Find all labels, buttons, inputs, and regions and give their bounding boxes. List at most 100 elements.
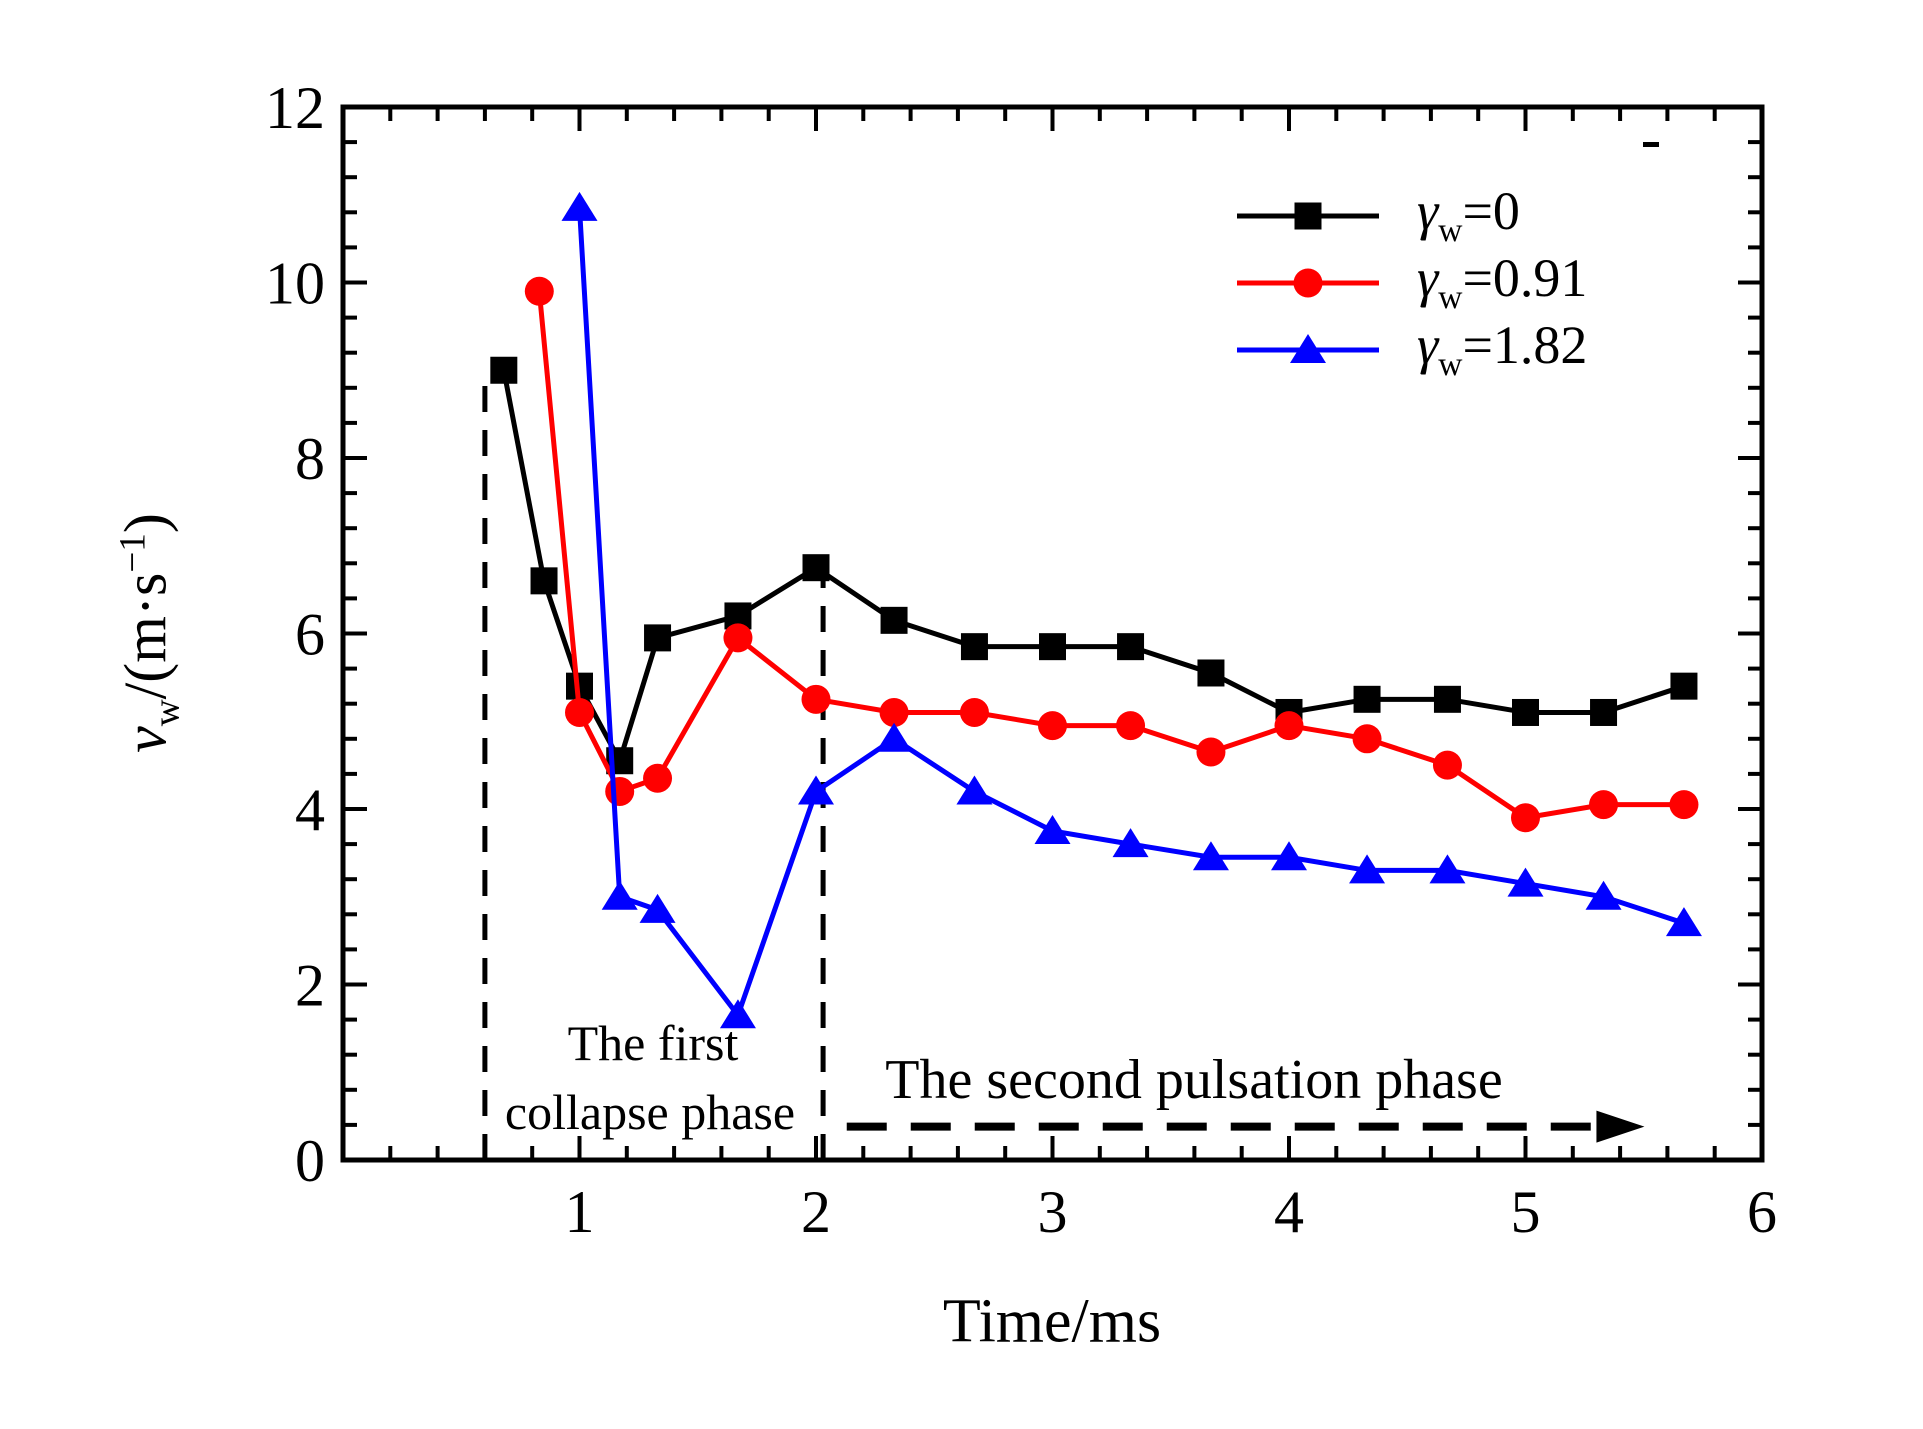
x-axis-title: Time/ms: [942, 1287, 1162, 1356]
circle-marker: [643, 763, 673, 793]
square-marker: [530, 567, 558, 595]
gamma-subscript: w: [1438, 345, 1463, 383]
triangle-marker: [1665, 907, 1702, 937]
annotation-first-collapse-line1: The first: [567, 1015, 739, 1071]
square-marker: [1512, 698, 1539, 726]
square-marker: [1590, 698, 1618, 726]
square-marker: [880, 606, 908, 634]
y-tick-label: 8: [295, 426, 325, 492]
legend-label-gw182: γw=1.82: [1417, 318, 1587, 381]
circle-marker: [1038, 711, 1067, 741]
square-marker: [1117, 633, 1145, 661]
circle-marker: [565, 697, 594, 727]
guides-layer: [482, 374, 1645, 1160]
y-tick-label: 0: [295, 1128, 325, 1194]
triangle-marker: [719, 999, 756, 1029]
gamma-symbol: γ: [1417, 314, 1439, 375]
circle-marker: [1432, 750, 1462, 780]
circle-marker: [801, 684, 831, 714]
legend-label-gw091: γw=0.91: [1417, 251, 1587, 314]
triangle-marker: [1034, 814, 1071, 844]
series-gw182: [561, 191, 1702, 1029]
gamma-symbol: γ: [1417, 180, 1439, 241]
y-axis-title: vw/(m·s−1): [112, 513, 189, 753]
triangle-marker: [639, 893, 676, 923]
series-gw0: [490, 356, 1698, 775]
y-tick-label: 10: [265, 251, 325, 317]
x-tick-label: 4: [1274, 1179, 1304, 1245]
square-marker: [1039, 633, 1066, 661]
y-axis-unit-open: /(m·s: [112, 572, 179, 700]
triangle-marker: [1429, 854, 1466, 884]
y-tick-label: 12: [265, 75, 325, 141]
circle-marker: [1274, 711, 1304, 741]
legend-value: =0: [1462, 180, 1520, 241]
triangle-marker: [601, 880, 638, 910]
triangle-marker: [876, 722, 913, 752]
circle-marker: [1352, 724, 1382, 754]
circle-marker: [723, 623, 753, 653]
square-marker: [960, 633, 988, 661]
legend-sample-gw0: [1237, 202, 1379, 229]
series-gw091: [524, 276, 1699, 833]
stray-mark: [1643, 142, 1659, 147]
series-layer: [490, 191, 1702, 1029]
triangle-marker: [1192, 841, 1229, 871]
gamma-subscript: w: [1438, 278, 1463, 316]
triangle-marker: [1271, 841, 1307, 871]
legend-sample-gw091: [1237, 268, 1379, 297]
legend-item-gw091: γw=0.91: [1235, 249, 1587, 316]
circle-marker: [1116, 711, 1146, 741]
annotation-second-pulsation: The second pulsation phase: [885, 1049, 1503, 1111]
triangle-marker: [1112, 828, 1149, 858]
circle-marker: [1293, 268, 1323, 297]
x-tick-label: 6: [1747, 1179, 1777, 1245]
legend-value: =1.82: [1462, 314, 1588, 375]
triangle-marker: [1585, 880, 1622, 910]
triangle-marker: [956, 775, 993, 805]
circle-marker: [1669, 790, 1699, 820]
triangle-marker: [1290, 333, 1326, 363]
square-marker: [644, 624, 672, 652]
square-marker: [802, 554, 830, 582]
series-gw0-line: [501, 369, 1685, 768]
y-axis-unit-close: ): [112, 513, 179, 534]
triangle-marker: [1349, 854, 1386, 884]
gamma-symbol: γ: [1417, 247, 1439, 308]
y-axis-unit-exponent: −1: [112, 533, 154, 573]
x-tick-label: 3: [1038, 1179, 1068, 1245]
legend-item-gw0: γw=0: [1235, 182, 1587, 249]
triangle-marker: [798, 775, 834, 805]
legend-value: =0.91: [1462, 247, 1588, 308]
circle-marker: [1196, 737, 1226, 767]
square-marker: [1353, 685, 1381, 713]
legend-sample-gw182: [1237, 333, 1379, 363]
circle-marker: [1511, 803, 1540, 833]
square-marker: [1670, 672, 1698, 700]
series-gw182-line: [577, 207, 1685, 1021]
circle-marker: [524, 276, 554, 306]
y-axis-variable: v: [112, 726, 179, 753]
y-tick-label: 6: [295, 602, 325, 668]
gamma-subscript: w: [1438, 211, 1463, 249]
circle-marker: [879, 697, 909, 727]
triangle-marker: [561, 191, 598, 221]
y-axis-variable-subscript: w: [146, 699, 188, 727]
annotation-first-collapse-line2: collapse phase: [504, 1084, 796, 1140]
square-marker: [1433, 685, 1461, 713]
circle-marker: [1589, 790, 1619, 820]
x-tick-label: 1: [565, 1179, 595, 1245]
circle-marker: [605, 776, 635, 806]
x-tick-label: 5: [1511, 1179, 1541, 1245]
y-tick-label: 4: [295, 777, 325, 843]
legend: γw=0 γw=0.91 γw=1.82: [1235, 182, 1587, 383]
square-marker: [1197, 659, 1225, 687]
x-tick-label: 2: [801, 1179, 831, 1245]
triangle-marker: [1507, 867, 1544, 897]
legend-label-gw0: γw=0: [1417, 184, 1520, 247]
circle-marker: [959, 697, 989, 727]
phase-arrow-head: [1596, 1110, 1645, 1143]
